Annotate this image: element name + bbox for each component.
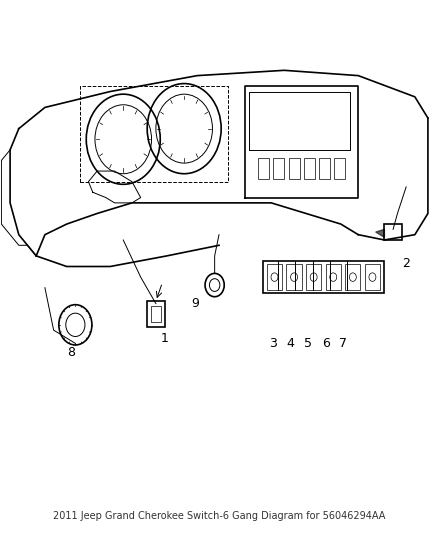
Bar [385, 224, 402, 240]
Bar [365, 264, 380, 290]
Bar [262, 261, 385, 293]
Bar [319, 158, 330, 179]
Bar [306, 264, 321, 290]
Bar [151, 306, 161, 322]
Bar [289, 158, 300, 179]
Bar [267, 264, 282, 290]
Bar [345, 264, 360, 290]
Text: 8: 8 [67, 346, 75, 359]
Text: 6: 6 [321, 337, 329, 350]
Text: 5: 5 [304, 337, 312, 350]
Text: 7: 7 [339, 337, 347, 350]
Bar [334, 158, 345, 179]
Text: 2011 Jeep Grand Cherokee Switch-6 Gang Diagram for 56046294AA: 2011 Jeep Grand Cherokee Switch-6 Gang D… [53, 511, 385, 521]
Bar [325, 264, 341, 290]
Text: 3: 3 [269, 337, 277, 350]
Bar [304, 158, 315, 179]
Bar [258, 158, 269, 179]
Text: 1: 1 [161, 332, 169, 344]
Bar [286, 264, 302, 290]
Text: 2: 2 [403, 257, 410, 270]
Polygon shape [376, 229, 385, 237]
Bar [273, 158, 284, 179]
Text: 4: 4 [287, 337, 295, 350]
Bar [147, 301, 165, 327]
Text: 9: 9 [191, 297, 199, 310]
